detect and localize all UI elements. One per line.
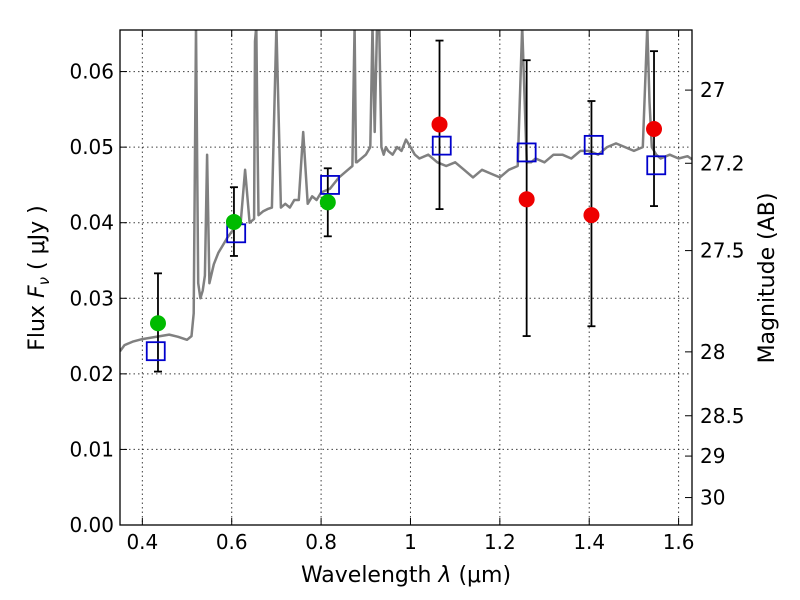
- y-axis-label: Flux Fν ( μJy ): [25, 205, 53, 350]
- model-square-4: [516, 142, 537, 163]
- y2-tick-label-6: 30: [700, 486, 725, 510]
- y2-tick-label-4: 28.5: [700, 404, 745, 428]
- observed-point-1-2: [583, 207, 600, 224]
- y2-tick-label-2: 27.5: [700, 239, 745, 263]
- y2-tick-label-3: 28: [700, 340, 725, 364]
- model-square-5: [583, 134, 604, 155]
- y2-tick-label-5: 29: [700, 444, 725, 468]
- model-squares: [145, 134, 667, 362]
- model-square-3: [431, 135, 452, 156]
- y-tick-label-0: 0.00: [69, 513, 114, 537]
- grid-lines: [120, 30, 692, 525]
- y-tick-label-4: 0.04: [69, 211, 114, 235]
- y-tick-label-6: 0.06: [69, 60, 114, 84]
- observed-point-0-1: [225, 213, 242, 230]
- y2-axis-label: Magnitude (AB): [755, 193, 780, 364]
- observed-point-1-1: [518, 191, 535, 208]
- y-tick-label-1: 0.01: [69, 437, 114, 461]
- error-bars: [153, 39, 659, 373]
- y2-tick-label-1: 27.2: [700, 151, 745, 175]
- observed-points: [149, 116, 663, 332]
- y-tick-label-5: 0.05: [69, 135, 114, 159]
- x-tick-label-2: 0.8: [305, 530, 337, 554]
- x-axis-label: Wavelength λ (μm): [301, 563, 511, 588]
- observed-point-0-2: [319, 194, 336, 211]
- plot-frame: [119, 29, 693, 526]
- x-tick-label-3: 1: [404, 530, 417, 554]
- y2-tick-label-0: 27: [700, 78, 725, 102]
- observed-point-1-0: [431, 116, 448, 133]
- x-tick-label-1: 0.6: [216, 530, 248, 554]
- spectrum-line: [120, 30, 692, 352]
- x-tick-label-6: 1.6: [663, 530, 695, 554]
- y-tick-label-2: 0.02: [69, 362, 114, 386]
- axis-ticks: 0.4 0.6 0.8 1 1.2 1.4 1.6 0.00 0.01 0.02 0.03 0.04 0…: [69, 30, 745, 554]
- x-tick-label-0: 0.4: [126, 530, 158, 554]
- model-square-2: [320, 175, 340, 195]
- y-tick-label-3: 0.03: [69, 286, 114, 310]
- spectrum-layer: [120, 30, 692, 352]
- x-tick-label-5: 1.4: [573, 530, 605, 554]
- model-square-0: [145, 341, 166, 362]
- x-tick-label-4: 1.2: [484, 530, 516, 554]
- observed-point-0-0: [149, 315, 166, 332]
- model-square-6: [646, 155, 667, 176]
- observed-point-1-3: [646, 121, 663, 137]
